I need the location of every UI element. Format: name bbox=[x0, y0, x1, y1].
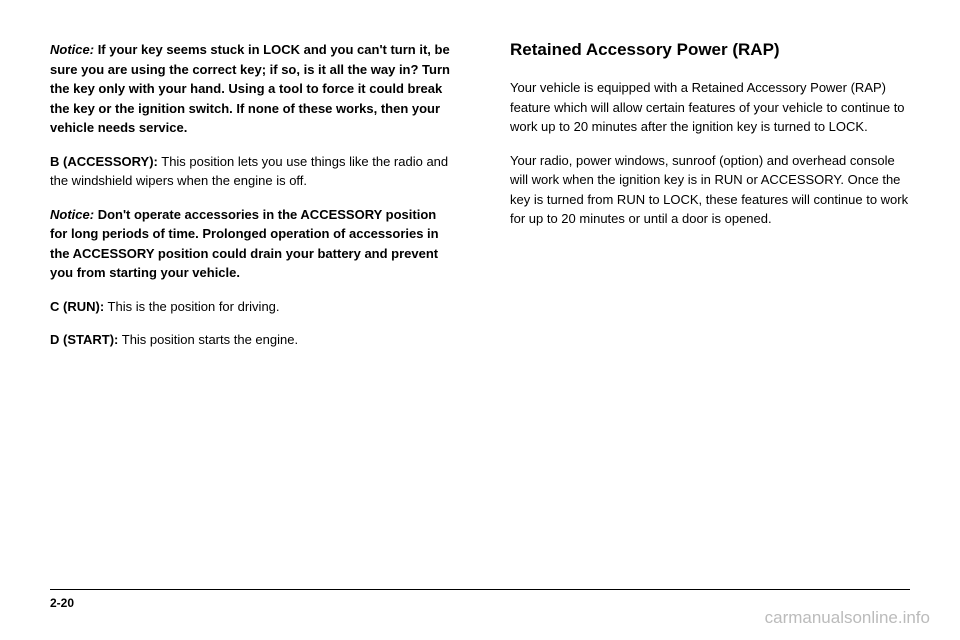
notice-text: If your key seems stuck in LOCK and you … bbox=[50, 42, 450, 135]
position-text: This position starts the engine. bbox=[122, 332, 298, 347]
footer: 2-20 bbox=[50, 589, 910, 610]
position-label: B (ACCESSORY): bbox=[50, 154, 158, 169]
body-paragraph-1: Your vehicle is equipped with a Retained… bbox=[510, 78, 910, 137]
position-d-block: D (START): This position starts the engi… bbox=[50, 330, 450, 350]
position-b-block: B (ACCESSORY): This position lets you us… bbox=[50, 152, 450, 191]
notice-text: Don't operate accessories in the ACCESSO… bbox=[50, 207, 439, 281]
position-label: C (RUN): bbox=[50, 299, 104, 314]
left-column: Notice: If your key seems stuck in LOCK … bbox=[50, 40, 460, 350]
notice-block-2: Notice: Don't operate accessories in the… bbox=[50, 205, 450, 283]
watermark: carmanualsonline.info bbox=[765, 608, 930, 628]
position-label: D (START): bbox=[50, 332, 118, 347]
section-heading: Retained Accessory Power (RAP) bbox=[510, 40, 910, 60]
position-c-block: C (RUN): This is the position for drivin… bbox=[50, 297, 450, 317]
notice-block-1: Notice: If your key seems stuck in LOCK … bbox=[50, 40, 450, 138]
notice-label: Notice: bbox=[50, 207, 94, 222]
right-column: Retained Accessory Power (RAP) Your vehi… bbox=[500, 40, 910, 350]
notice-label: Notice: bbox=[50, 42, 94, 57]
page-content: Notice: If your key seems stuck in LOCK … bbox=[0, 0, 960, 370]
body-paragraph-2: Your radio, power windows, sunroof (opti… bbox=[510, 151, 910, 229]
position-text: This is the position for driving. bbox=[108, 299, 280, 314]
